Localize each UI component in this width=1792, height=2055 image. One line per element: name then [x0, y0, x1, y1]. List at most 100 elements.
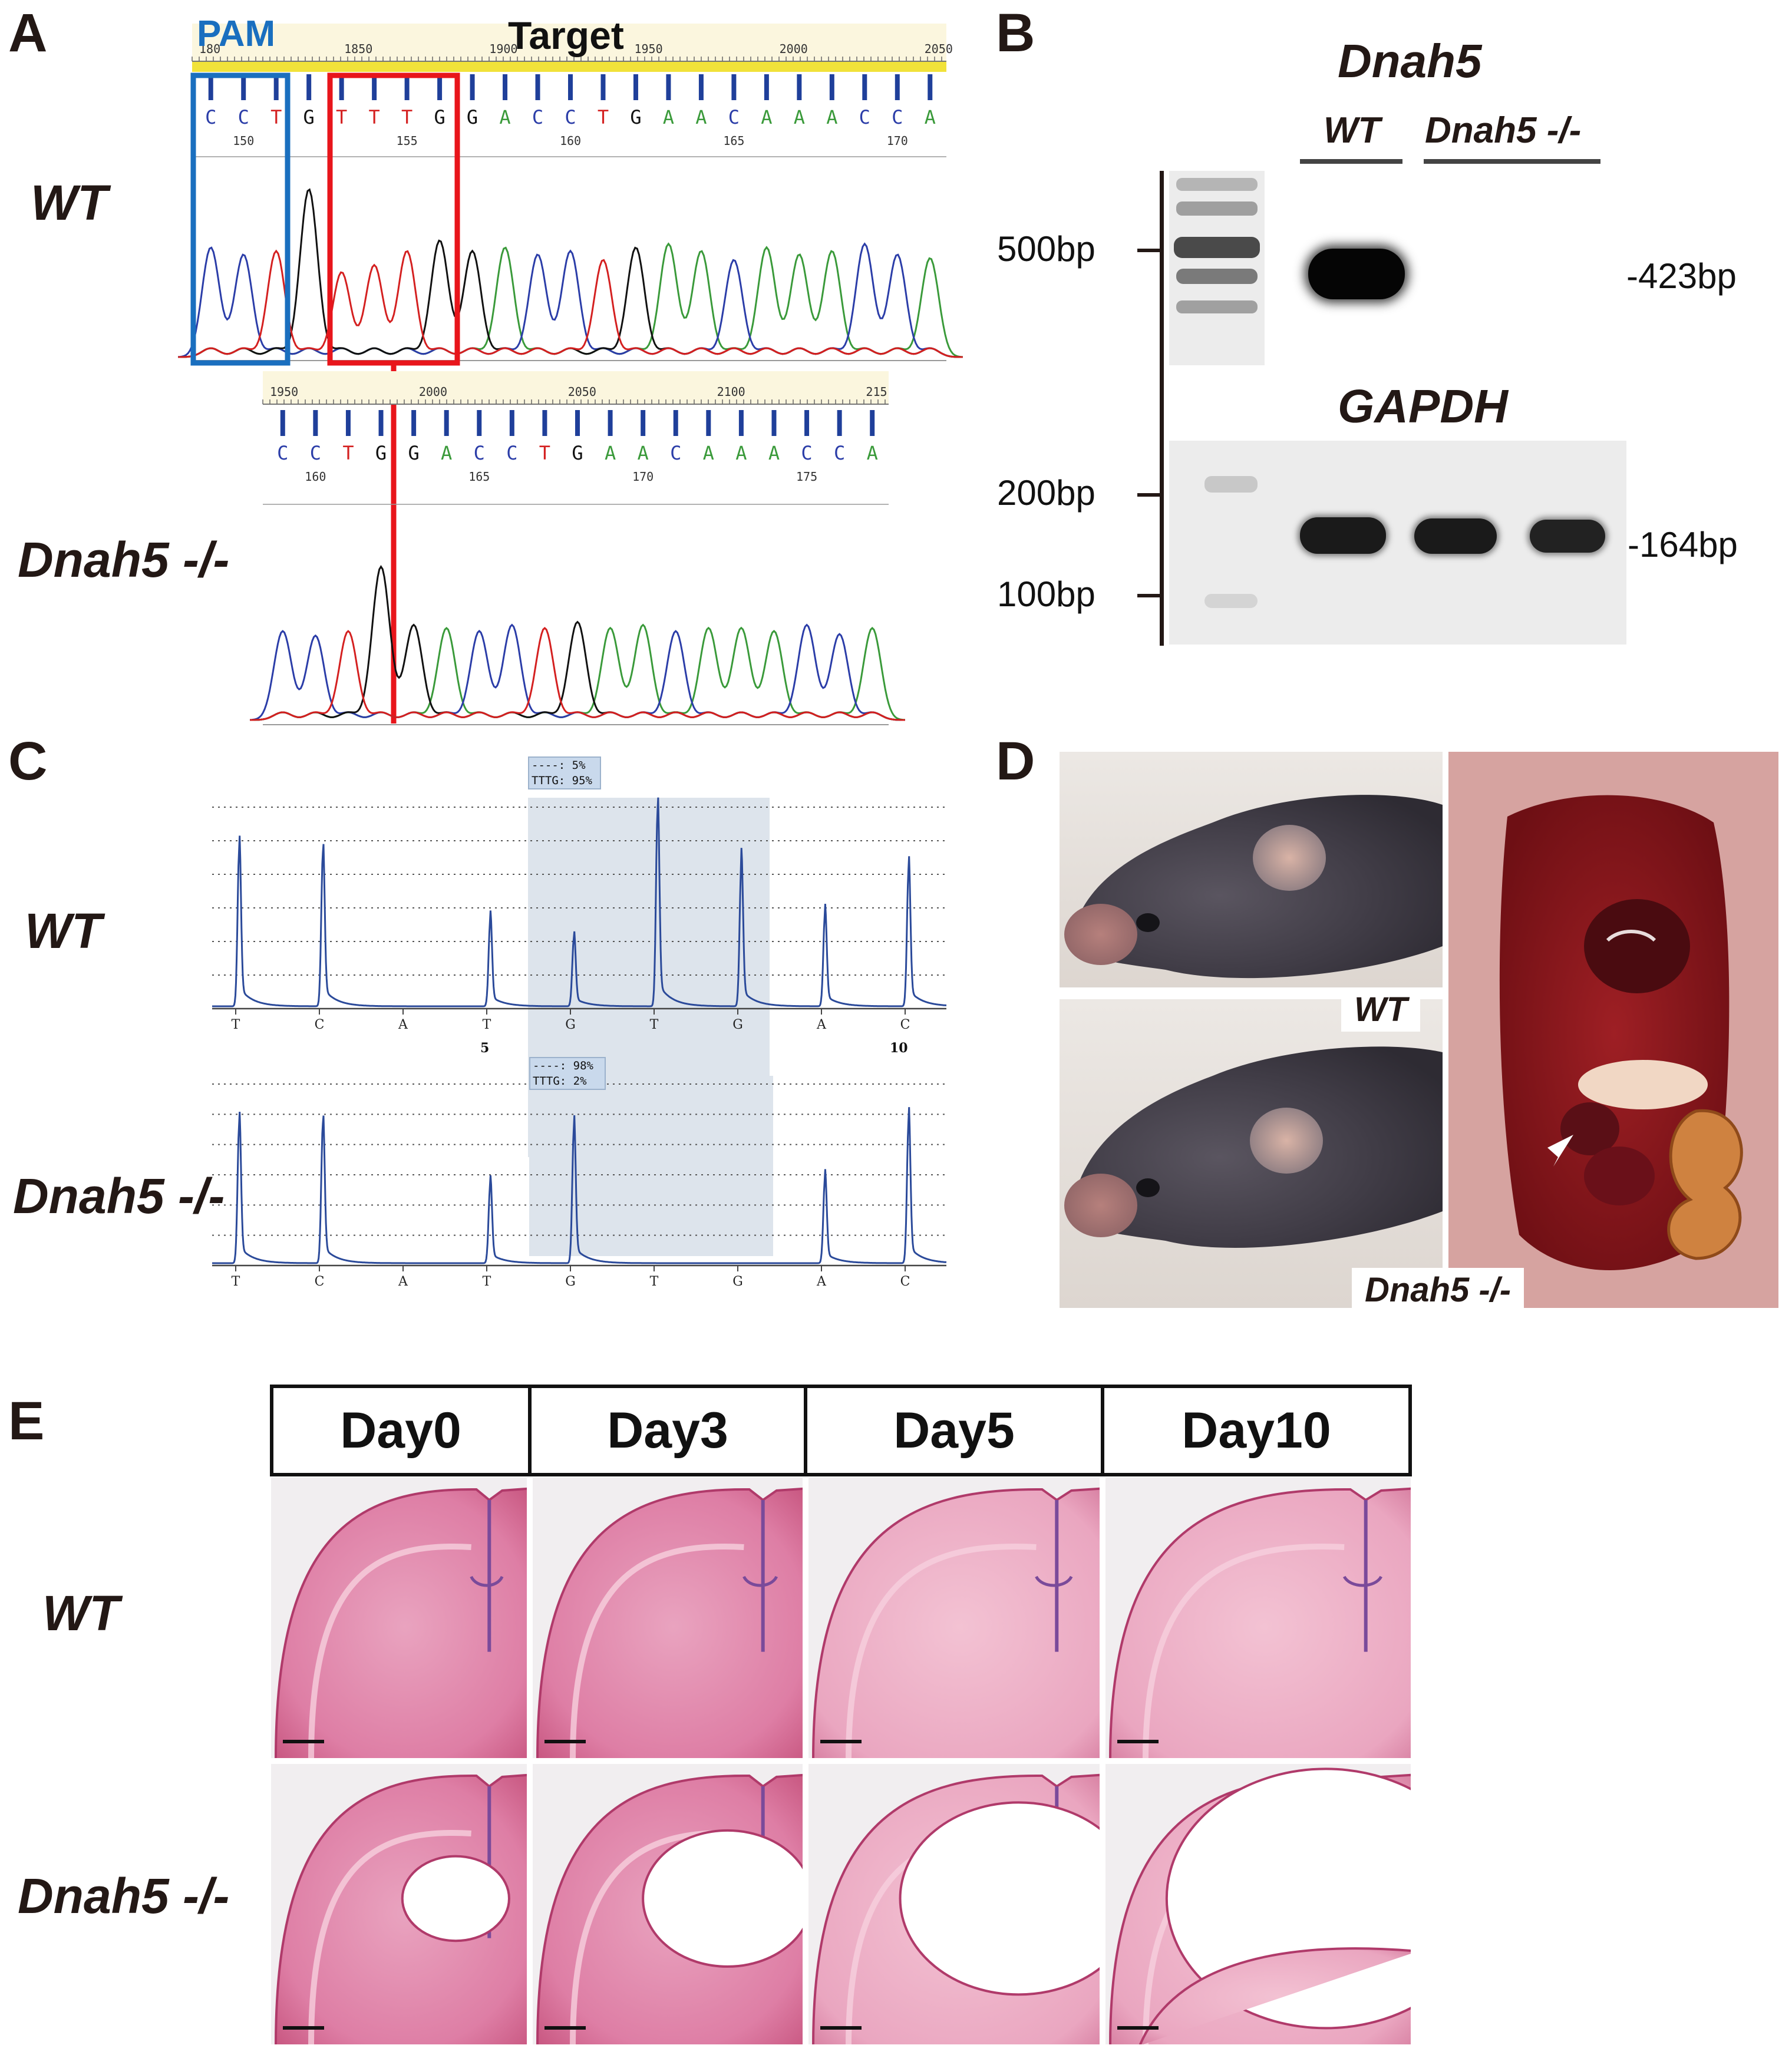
ruler-label: 1950 — [270, 385, 298, 399]
dispensation-base: A — [398, 1017, 408, 1032]
basecall-bar — [241, 74, 246, 100]
dispensation-base: A — [398, 1274, 408, 1289]
base-letter: G — [434, 106, 445, 128]
base-letter: C — [205, 106, 216, 128]
base-letter: C — [565, 106, 576, 128]
ruler-label: 215 — [866, 385, 887, 399]
trace-c — [250, 623, 905, 721]
dispensation-base: C — [315, 1274, 325, 1289]
lane-underline-ko — [1424, 159, 1600, 164]
ko-highlight-region — [529, 1076, 773, 1256]
basecall-bar — [870, 410, 875, 436]
basecall-bar — [641, 410, 646, 436]
base-letter: T — [401, 106, 412, 128]
basecall-bar — [568, 74, 573, 100]
gel-gene-gapdh: GAPDH — [1338, 380, 1508, 432]
ko-tttg-frequency: TTTG: 2% — [533, 1075, 587, 1088]
basecall-bar — [378, 410, 384, 436]
basecall-bar — [404, 74, 410, 100]
band-dnah5-wt-423bp — [1308, 249, 1405, 299]
ruler-label: 2050 — [568, 385, 596, 399]
brain-section-ko-day3 — [530, 1762, 805, 2047]
basecall-bar — [503, 74, 508, 100]
arrow-pointer-icon — [1547, 1135, 1573, 1167]
panel-a-ko-label: Dnah5 -/- — [18, 532, 230, 587]
wt-ruler-strip — [192, 24, 946, 61]
base-letter: T — [598, 106, 609, 128]
position-label: 155 — [397, 134, 418, 148]
base-letter: G — [467, 106, 478, 128]
base-letter: A — [794, 106, 805, 128]
basecall-bar — [575, 410, 580, 436]
ko-allele-frequency-box: ----: 98% TTTG: 2% — [529, 1057, 606, 1090]
gel-gene-dnah5: Dnah5 — [1338, 35, 1482, 87]
basecall-bar — [313, 410, 318, 436]
position-label: 160 — [560, 134, 581, 148]
dispensation-base: T — [650, 1274, 659, 1289]
basecall-bar — [771, 410, 777, 436]
panel-e-ko-label: Dnah5 -/- — [18, 1868, 230, 1924]
pyrogram-trace — [212, 797, 947, 1007]
dilated-ventricle — [401, 1855, 510, 1942]
gel-gapdh — [1169, 441, 1626, 645]
day-header-5: Day5 — [804, 1385, 1104, 1476]
lane-label-wt: WT — [1324, 110, 1381, 151]
wt-tttg-frequency: TTTG: 95% — [532, 774, 592, 787]
basecall-bar — [698, 74, 704, 100]
base-letter: C — [859, 106, 870, 128]
base-letter: A — [735, 442, 747, 464]
base-letter: G — [303, 106, 315, 128]
base-letter: T — [336, 106, 347, 128]
pyro-index-5: 5 — [480, 1040, 490, 1056]
day-header-3: Day3 — [528, 1385, 807, 1476]
basecall-bar — [280, 410, 285, 436]
basecall-bar — [633, 74, 638, 100]
day-header-0: Day0 — [270, 1385, 532, 1476]
dispensation-base: A — [816, 1017, 827, 1032]
basecall-bar — [895, 74, 900, 100]
base-letter: G — [408, 442, 419, 464]
base-letter: A — [867, 442, 878, 464]
marker-label-200bp: 200bp — [997, 473, 1095, 513]
dispensation-base: T — [483, 1017, 491, 1032]
band-gapdh-lane3 — [1530, 520, 1605, 553]
brain-section-ko-day10 — [1103, 1762, 1412, 2047]
dispensation-base: C — [900, 1017, 910, 1032]
band-gapdh-lane2 — [1414, 518, 1497, 554]
ruler-label: 2100 — [717, 385, 745, 399]
intestine-organ — [1667, 1109, 1743, 1260]
basecall-bar — [928, 74, 933, 100]
trace-g — [178, 188, 963, 358]
dispensation-base: G — [565, 1274, 576, 1289]
dispensation-base: G — [732, 1017, 743, 1032]
base-letter: A — [695, 106, 707, 128]
basecall-bar — [797, 74, 802, 100]
basecall-bar — [437, 74, 443, 100]
base-letter: A — [826, 106, 837, 128]
gel-size-axis — [1160, 171, 1164, 646]
base-letter: A — [605, 442, 616, 464]
base-letter: C — [474, 442, 485, 464]
base-letter: C — [238, 106, 249, 128]
dispensation-base: T — [232, 1274, 240, 1289]
position-label: 160 — [305, 470, 326, 484]
basecall-bar — [666, 74, 671, 100]
base-letter: C — [532, 106, 543, 128]
basecall-bar — [444, 410, 449, 436]
base-letter: T — [270, 106, 282, 128]
ko-ruler-strip — [263, 371, 889, 404]
base-letter: C — [506, 442, 517, 464]
basecall-bar — [208, 74, 213, 100]
position-label: 170 — [887, 134, 908, 148]
base-letter: C — [310, 442, 321, 464]
ruler-label: 1850 — [344, 42, 372, 56]
pyrograms: T C A T G T G A C T C A T G T G A C — [212, 797, 947, 1289]
dispensation-base: T — [232, 1017, 240, 1032]
dispensation-base: T — [650, 1017, 659, 1032]
pyrogram-trace — [212, 1107, 947, 1264]
brain-section-ko-day0 — [270, 1762, 529, 2047]
pyro-index-10: 10 — [890, 1040, 908, 1056]
basecall-bar — [829, 74, 834, 100]
trace-a — [250, 623, 905, 721]
